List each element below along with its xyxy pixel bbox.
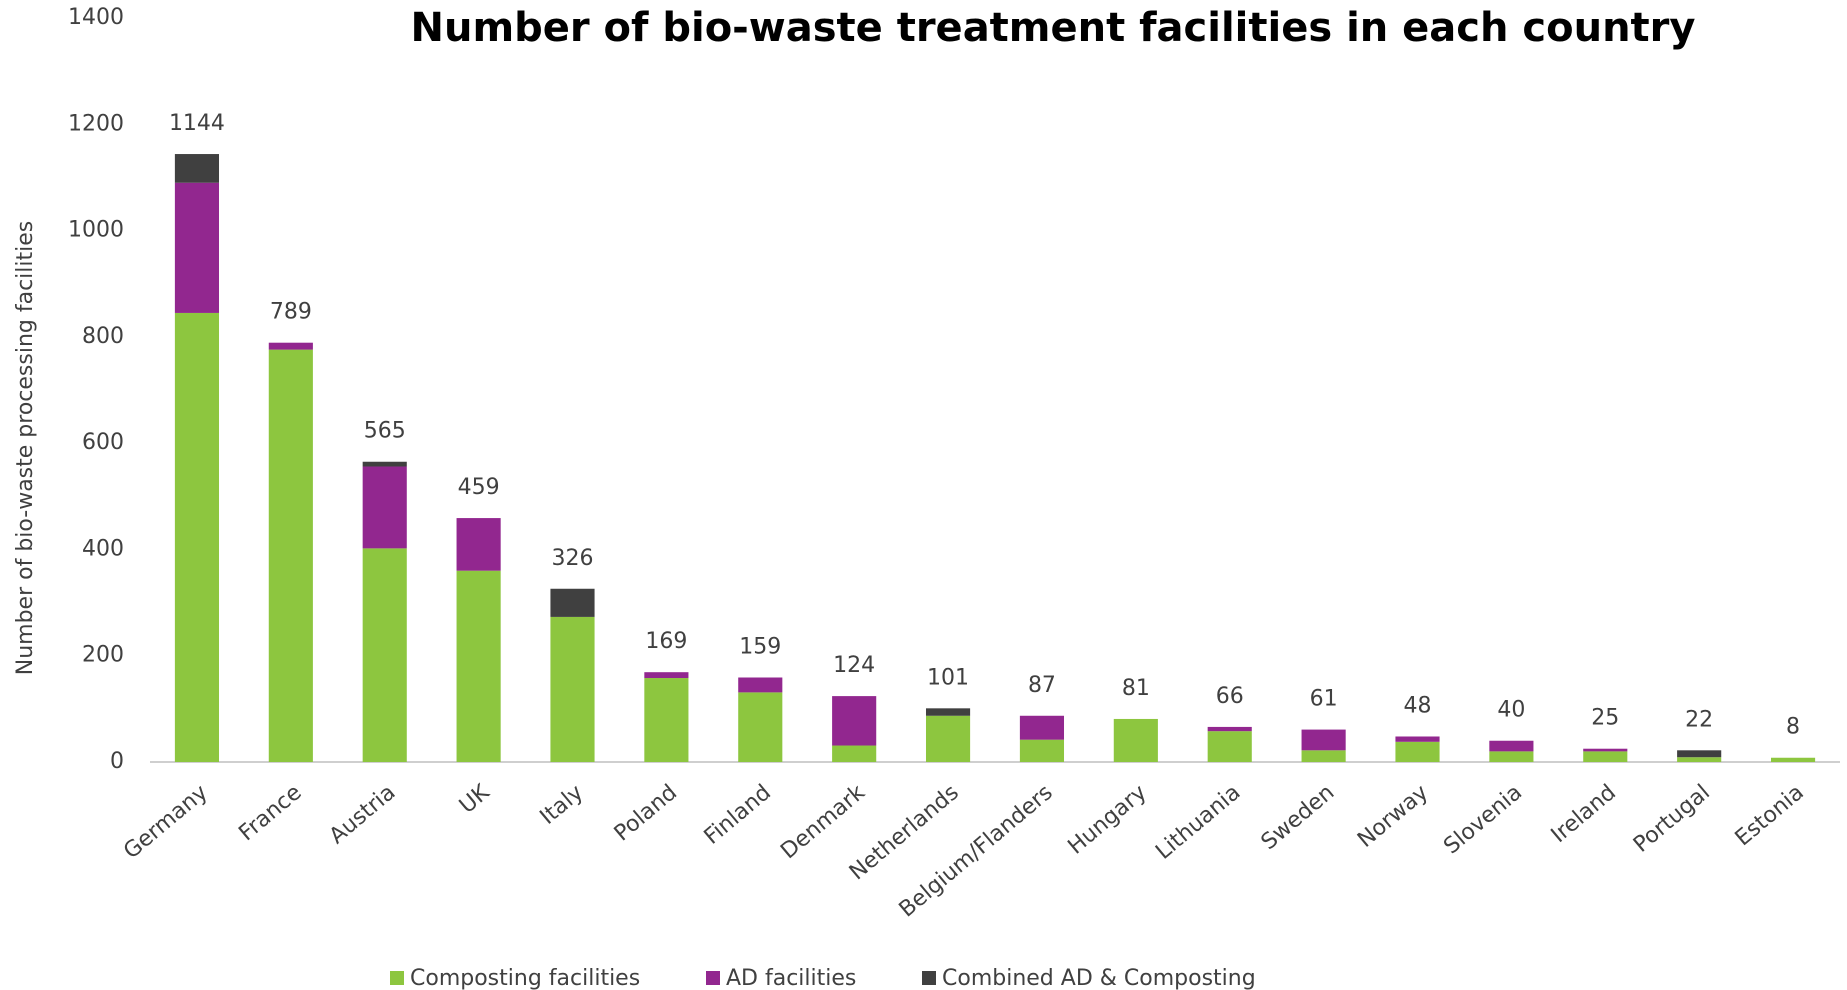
total-label: 326 [552, 546, 594, 571]
total-label: 61 [1310, 687, 1338, 712]
y-tick-label: 1400 [68, 5, 124, 30]
x-tick-label: Ireland [1547, 780, 1621, 848]
total-label: 81 [1122, 676, 1150, 701]
chart-title: Number of bio-waste treatment facilities… [411, 5, 1696, 51]
bar-segment [1019, 739, 1065, 762]
bar-segment [1207, 731, 1252, 762]
bar-segment [456, 518, 501, 571]
total-label: 87 [1028, 673, 1056, 698]
bar-segment [550, 588, 595, 617]
x-tick-label: Italy [536, 780, 589, 830]
x-tick-label: Finland [700, 780, 776, 850]
y-tick-label: 1200 [68, 111, 124, 136]
bar-segment [362, 461, 407, 467]
bar-segment [1489, 740, 1534, 752]
bar-segment [550, 616, 595, 762]
y-tick-label: 600 [82, 430, 124, 455]
bar-segment [644, 678, 689, 762]
x-tick-label: Slovenia [1439, 780, 1527, 859]
x-tick-label: Denmark [776, 780, 870, 864]
bar-segment [832, 696, 877, 746]
total-label: 40 [1497, 698, 1525, 723]
x-tick-label: Estonia [1731, 780, 1809, 851]
bar-segment [832, 745, 877, 762]
y-tick-label: 200 [82, 643, 124, 668]
total-label: 459 [458, 475, 500, 500]
y-tick-label: 400 [82, 536, 124, 561]
legend-swatch [706, 971, 720, 985]
y-tick-label: 800 [82, 324, 124, 349]
total-label: 565 [364, 419, 406, 444]
legend-label: Combined AD & Composting [942, 966, 1256, 990]
bar-segment [174, 312, 220, 762]
total-label: 789 [270, 300, 312, 325]
x-tick-label: Portugal [1629, 780, 1715, 858]
bar-segment [456, 570, 501, 762]
bar-segment [1583, 751, 1628, 762]
total-label: 8 [1786, 715, 1800, 740]
x-tick-label: France [234, 780, 306, 846]
y-tick-label: 0 [110, 749, 124, 774]
bar-segment [1489, 751, 1534, 762]
total-label: 1144 [169, 111, 225, 136]
bar-segment [738, 692, 783, 762]
bar-segment [738, 677, 783, 693]
x-tick-label: UK [455, 780, 495, 819]
x-tick-label: Sweden [1257, 780, 1340, 855]
x-tick-label: Belgium/Flanders [895, 780, 1058, 922]
x-tick-label: Poland [610, 780, 682, 846]
bar-segment [362, 548, 407, 762]
bar-segment [1207, 726, 1252, 732]
bar-segment [1395, 736, 1440, 742]
y-tick-label: 1000 [68, 218, 124, 243]
x-tick-label: Hungary [1064, 780, 1152, 860]
total-label: 25 [1591, 706, 1619, 731]
x-tick-label: Lithuania [1151, 780, 1245, 865]
bar-segment [268, 342, 313, 350]
bar-segment [362, 466, 407, 549]
total-label: 66 [1216, 684, 1244, 709]
bar-segment [1677, 750, 1722, 758]
total-label: 101 [927, 665, 969, 690]
bar-segment [1113, 718, 1158, 762]
legend-swatch [390, 971, 404, 985]
legend-label: Composting facilities [410, 966, 640, 990]
legend-label: AD facilities [726, 966, 856, 990]
bar-segment [1019, 715, 1065, 740]
bar-segment [1395, 741, 1440, 762]
bar-segment [174, 154, 220, 183]
bar-segment [174, 182, 220, 313]
total-label: 159 [739, 635, 781, 660]
legend-swatch [922, 971, 936, 985]
bar-segment [925, 715, 971, 762]
total-label: 169 [645, 629, 687, 654]
x-tick-label: Norway [1353, 780, 1433, 853]
total-label: 124 [833, 653, 875, 678]
bar-segment [1301, 729, 1346, 751]
bar-segment [1301, 750, 1346, 762]
bar-segment [925, 708, 971, 716]
bar-segment [644, 672, 689, 679]
bar-segment [1770, 757, 1816, 762]
total-label: 22 [1685, 707, 1713, 732]
y-axis-label: Number of bio-waste processing facilitie… [13, 221, 38, 676]
total-label: 48 [1404, 693, 1432, 718]
x-tick-label: Austria [325, 780, 401, 849]
bar-segment [1677, 757, 1722, 762]
x-tick-label: Germany [119, 780, 213, 864]
bar-segment [268, 349, 313, 762]
bar-segment [1583, 748, 1628, 752]
